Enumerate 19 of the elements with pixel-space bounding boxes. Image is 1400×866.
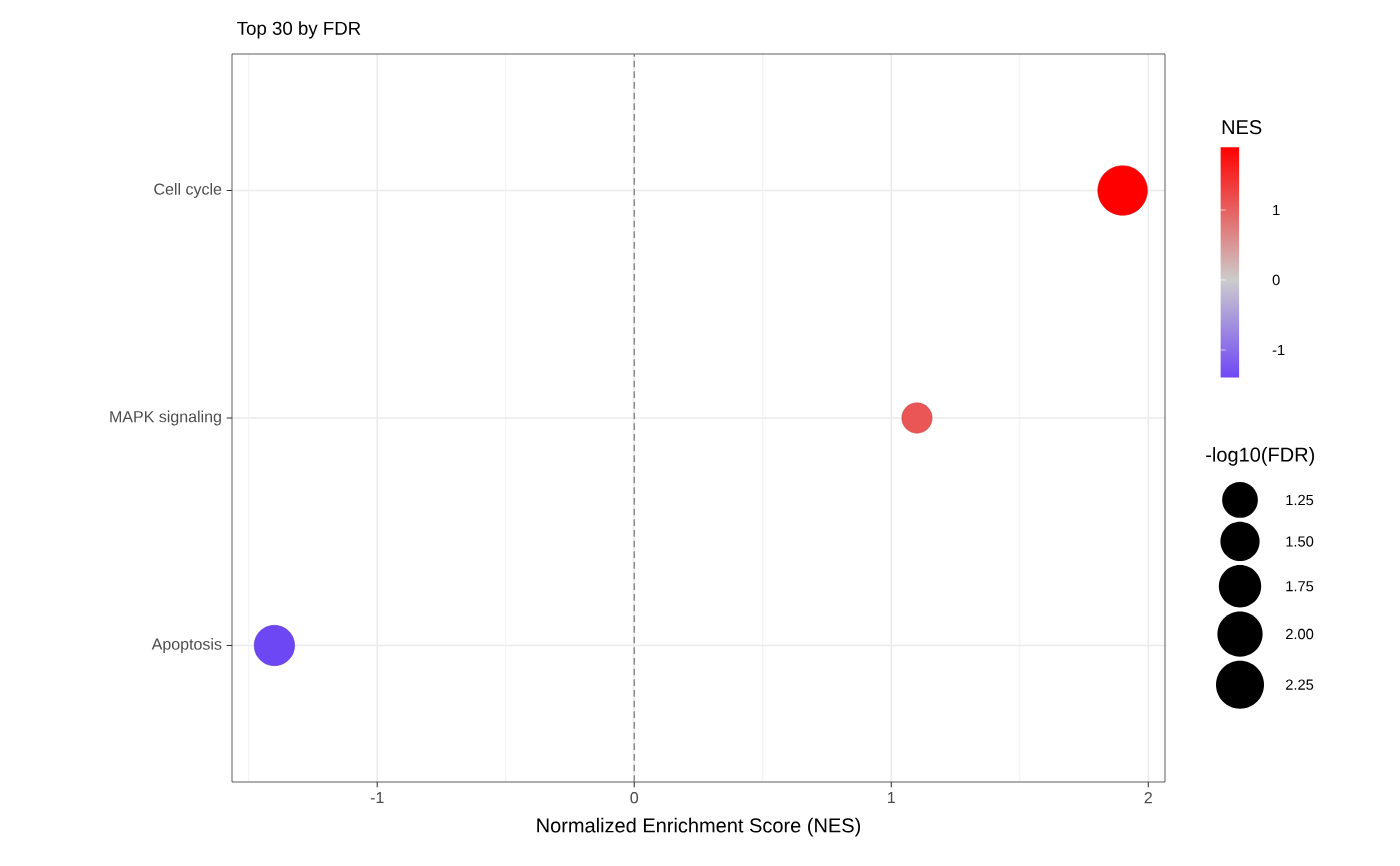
legend-title: -log10(FDR): [1206, 447, 1315, 466]
color-bar-label: 1: [1273, 204, 1280, 216]
legend-label: 2.00: [1286, 628, 1314, 640]
color-bar-label: -1: [1272, 344, 1285, 356]
legend-label: 1.50: [1286, 536, 1314, 547]
x-tick-label: 0: [630, 792, 639, 804]
color-bar-title: NES: [1222, 120, 1262, 135]
legend-label: 1.25: [1286, 494, 1314, 506]
x-tick-label: 2: [1144, 792, 1152, 804]
chart-title: Top 30 by FDR: [237, 21, 361, 39]
legend-label: 2.25: [1286, 679, 1314, 690]
y-tick-label: Apoptosis: [151, 638, 222, 653]
legend-label: 1.75: [1286, 581, 1314, 592]
y-tick-label: Cell cycle: [154, 183, 222, 198]
y-tick-label: MAPK signaling: [110, 410, 221, 426]
x-axis-title: Normalized Enrichment Score (NES): [537, 817, 861, 837]
color-bar-label: 0: [1272, 274, 1280, 286]
x-tick-label: 1: [888, 792, 895, 804]
x-tick-label: -1: [370, 792, 384, 804]
